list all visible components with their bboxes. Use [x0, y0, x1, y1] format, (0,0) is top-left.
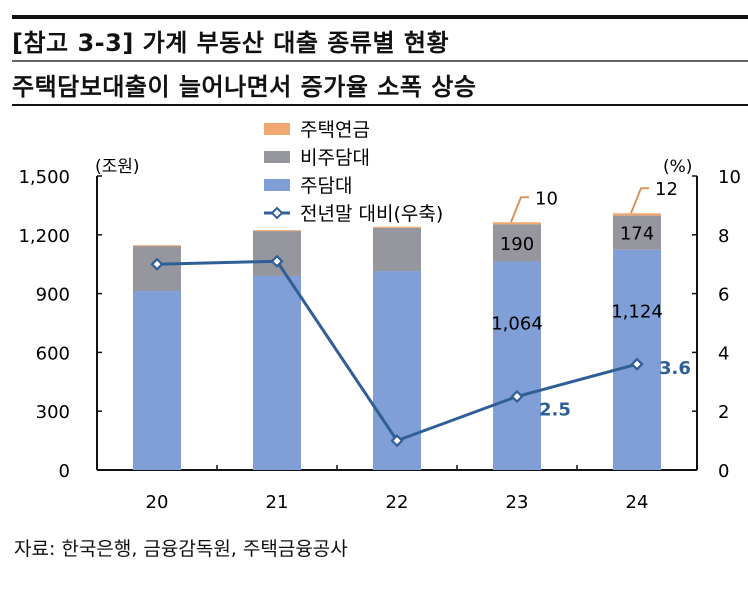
right-tick-label: 8 — [718, 226, 729, 247]
x-tick-label: 21 — [266, 492, 289, 513]
x-tick-label: 23 — [506, 492, 529, 513]
line-marker — [270, 254, 284, 268]
bar-value-label: 174 — [620, 224, 654, 245]
line-marker — [630, 357, 644, 371]
line-value-label: 2.5 — [539, 400, 571, 421]
right-tick-label: 10 — [718, 167, 741, 188]
left-tick-label: 1,200 — [18, 226, 70, 247]
left-tick-label: 600 — [36, 343, 70, 364]
bar-segment — [133, 245, 181, 247]
bar-segment — [613, 215, 661, 250]
chart-subtitle: 주택담보대출이 늘어나면서 증가율 소폭 상승 — [12, 73, 477, 101]
bar-segment — [133, 291, 181, 470]
bar-segment — [373, 226, 421, 228]
bar-segment — [253, 275, 301, 470]
leader-line — [510, 196, 529, 223]
left-tick-label: 300 — [36, 402, 70, 423]
legend-label: 주택연금 — [300, 119, 370, 141]
chart-title: [참고 3-3] 가계 부동산 대출 종류별 현황 — [12, 29, 450, 57]
bar-value-label: 10 — [535, 188, 558, 209]
bar-segment — [253, 231, 301, 276]
legend-label: 전년말 대비(우축) — [300, 203, 443, 225]
x-tick-label: 24 — [626, 492, 649, 513]
left-tick-label: 0 — [59, 461, 70, 482]
bar-segment — [253, 230, 301, 232]
right-tick-label: 6 — [718, 285, 729, 306]
title-divider — [12, 60, 748, 62]
bar-value-label: 12 — [655, 179, 678, 200]
bar-segment — [493, 261, 541, 470]
bar-segment — [493, 224, 541, 262]
legend-swatch — [264, 151, 290, 163]
top-rule — [12, 15, 748, 19]
source-note: 자료: 한국은행, 금융감독원, 주택금융공사 — [14, 538, 348, 560]
bar-segment — [493, 222, 541, 225]
legend-swatch — [264, 179, 290, 191]
bar-segment — [373, 227, 421, 272]
x-tick-label: 20 — [146, 492, 169, 513]
left-axis-unit: (조원) — [95, 157, 140, 177]
left-tick-label: 1,500 — [18, 167, 70, 188]
legend-label: 비주담대 — [300, 147, 370, 169]
bar-segment — [613, 213, 661, 216]
leader-line — [630, 187, 649, 214]
legend-marker-icon — [270, 206, 284, 220]
bar-value-label: 1,064 — [491, 313, 543, 334]
bar-value-label: 1,124 — [611, 302, 663, 323]
line-marker — [510, 389, 524, 404]
x-tick-label: 22 — [386, 492, 409, 513]
right-tick-label: 2 — [718, 402, 729, 423]
subtitle-divider — [12, 104, 748, 106]
line-marker — [390, 434, 404, 448]
line-marker — [150, 257, 164, 271]
legend-label: 주담대 — [300, 175, 352, 197]
right-axis-unit: (%) — [663, 157, 692, 177]
right-tick-label: 0 — [718, 461, 729, 482]
left-tick-label: 900 — [36, 285, 70, 306]
right-tick-label: 4 — [718, 343, 729, 364]
line-value-label: 3.6 — [659, 358, 691, 379]
bar-value-label: 190 — [500, 234, 534, 255]
legend-swatch — [264, 123, 290, 135]
